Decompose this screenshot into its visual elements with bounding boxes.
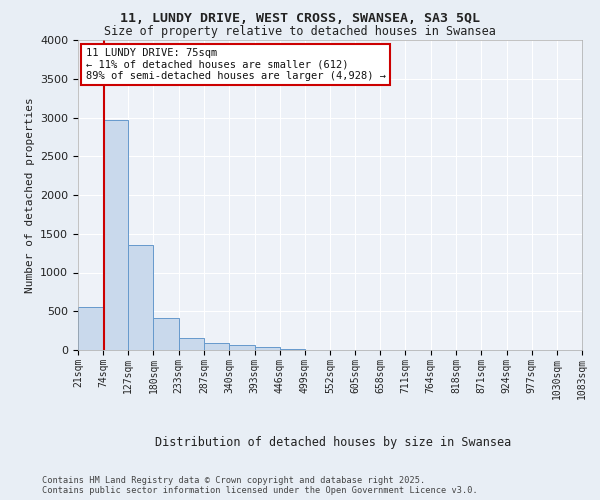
Bar (103, 120, 128, 350)
Y-axis label: Number of detached properties: Number of detached properties (25, 97, 35, 293)
Bar (154, 318, 179, 350)
Bar (204, 343, 229, 350)
Bar (254, 347, 280, 350)
Text: Distribution of detached houses by size in Swansea: Distribution of detached houses by size … (155, 436, 511, 449)
Text: 11, LUNDY DRIVE, WEST CROSS, SWANSEA, SA3 5QL: 11, LUNDY DRIVE, WEST CROSS, SWANSEA, SA… (120, 12, 480, 26)
Bar (128, 246, 154, 350)
Text: Size of property relative to detached houses in Swansea: Size of property relative to detached ho… (104, 25, 496, 38)
Bar (179, 338, 204, 350)
Bar (229, 346, 254, 350)
Text: 11 LUNDY DRIVE: 75sqm
← 11% of detached houses are smaller (612)
89% of semi-det: 11 LUNDY DRIVE: 75sqm ← 11% of detached … (86, 48, 386, 81)
Bar (78, 306, 103, 350)
Bar (280, 349, 305, 350)
Text: Contains HM Land Registry data © Crown copyright and database right 2025.
Contai: Contains HM Land Registry data © Crown c… (42, 476, 478, 495)
